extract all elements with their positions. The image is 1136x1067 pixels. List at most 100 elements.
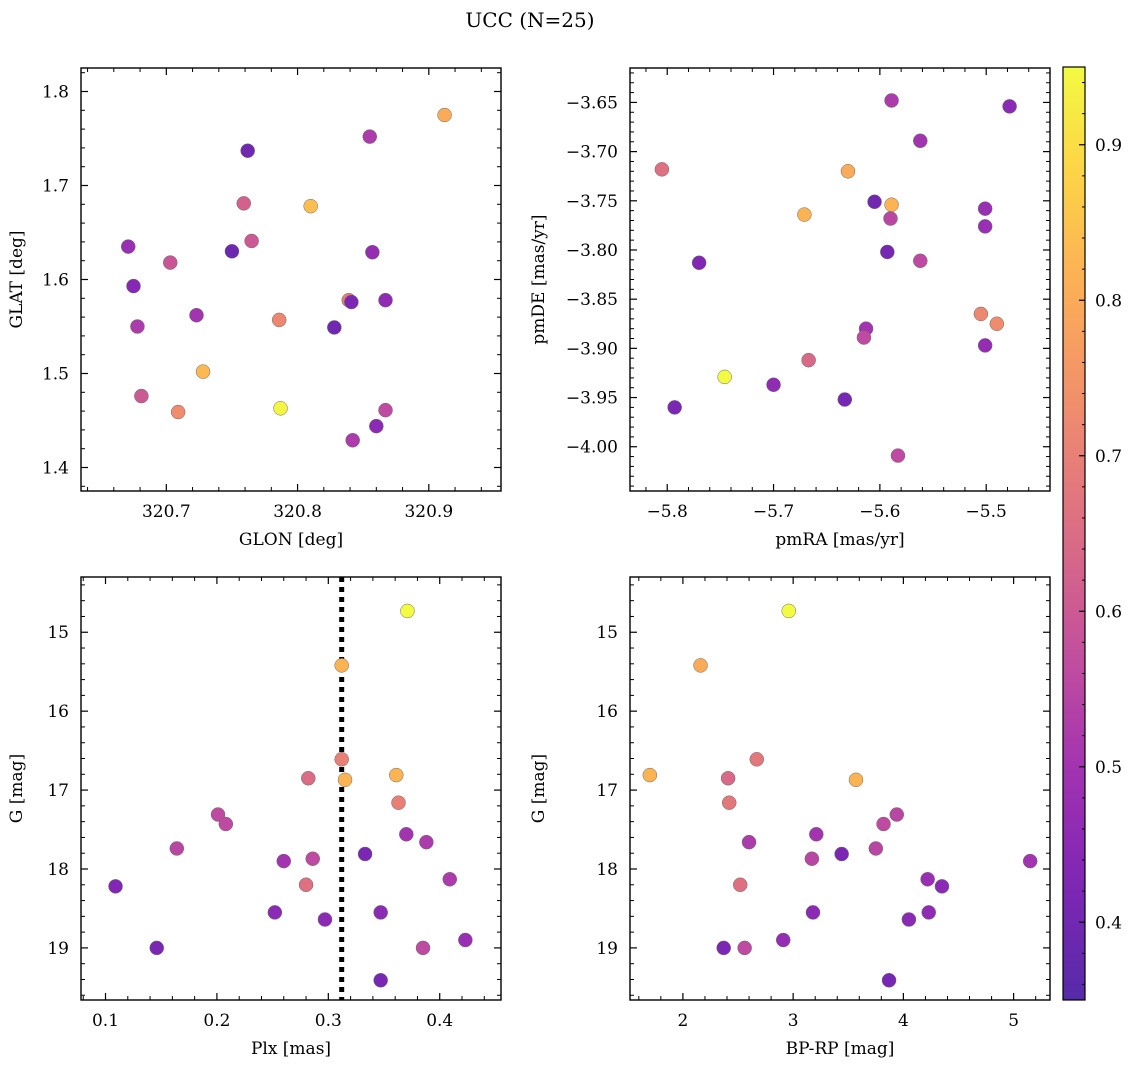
data-point bbox=[741, 834, 757, 850]
data-point bbox=[884, 93, 899, 108]
y-tick-label: −3.80 bbox=[566, 241, 618, 261]
data-point bbox=[883, 211, 898, 226]
data-point bbox=[218, 816, 234, 832]
x-axis-label: pmRA [mas/yr] bbox=[775, 530, 904, 550]
data-point bbox=[389, 767, 404, 783]
y-axis-label: pmDE [mas/yr] bbox=[529, 214, 549, 344]
x-axis-label: BP-RP [mag] bbox=[786, 1039, 895, 1059]
y-tick-label: 18 bbox=[596, 860, 618, 880]
x-tick-label: 320.9 bbox=[404, 502, 453, 522]
y-tick-label: −3.75 bbox=[566, 192, 618, 212]
data-point bbox=[373, 905, 388, 920]
data-point bbox=[378, 402, 393, 418]
colorbar-tick-label: 0.5 bbox=[1095, 758, 1122, 778]
scatter-panel-4: 2 3 4 5 15 16 17 18 19 BP-RP [mag] G [mag] bbox=[529, 576, 1051, 1059]
scatter-panel-3: 0.1 0.2 0.3 0.4 15 16 17 18 19 Plx [mas] G [mag] bbox=[7, 576, 502, 1059]
x-tick-label: −5.8 bbox=[647, 502, 688, 522]
y-tick-label: 1.4 bbox=[42, 459, 69, 479]
data-point bbox=[775, 932, 791, 948]
data-point bbox=[721, 795, 737, 810]
data-point bbox=[934, 879, 950, 894]
x-tick-label: 0.3 bbox=[315, 1011, 342, 1031]
data-point bbox=[737, 940, 752, 956]
data-point bbox=[419, 834, 434, 850]
data-point bbox=[337, 772, 353, 788]
data-point bbox=[913, 133, 928, 149]
data-point bbox=[880, 244, 895, 260]
x-tick-label: 5 bbox=[1008, 1011, 1019, 1031]
data-point bbox=[369, 418, 384, 434]
y-tick-label: −3.90 bbox=[566, 339, 618, 359]
colorbar: 0.4 0.5 0.6 0.7 0.8 0.9 bbox=[1062, 66, 1122, 1001]
axes-frame bbox=[629, 67, 1051, 492]
data-point bbox=[667, 400, 682, 415]
colorbar-tick-label: 0.4 bbox=[1095, 913, 1122, 933]
data-point bbox=[437, 107, 452, 123]
data-point bbox=[921, 905, 936, 920]
colorbar-bar bbox=[1062, 66, 1086, 1001]
data-point bbox=[889, 807, 905, 822]
y-tick-label: −3.70 bbox=[566, 143, 618, 163]
data-point bbox=[749, 752, 765, 767]
x-tick-label: 0.2 bbox=[203, 1011, 230, 1031]
y-tick-label: 17 bbox=[596, 781, 618, 801]
data-point bbox=[244, 233, 259, 249]
data-point bbox=[327, 320, 342, 335]
data-point bbox=[169, 841, 185, 856]
y-tick-label: 17 bbox=[47, 781, 69, 801]
data-point bbox=[210, 807, 226, 822]
data-point bbox=[868, 841, 884, 856]
data-point bbox=[805, 905, 821, 920]
y-axis-label: G [mag] bbox=[529, 754, 549, 823]
data-point bbox=[901, 912, 917, 927]
data-point bbox=[224, 244, 240, 259]
data-point bbox=[273, 401, 288, 416]
data-point bbox=[357, 846, 373, 862]
data-point bbox=[344, 294, 359, 310]
data-point bbox=[126, 278, 141, 294]
data-point bbox=[271, 312, 287, 328]
data-point bbox=[134, 388, 149, 404]
data-point bbox=[977, 219, 993, 234]
data-point bbox=[1022, 853, 1038, 869]
y-tick-label: 1.6 bbox=[42, 271, 69, 291]
data-point bbox=[301, 770, 316, 786]
data-point bbox=[840, 164, 856, 179]
data-point bbox=[415, 940, 431, 956]
y-tick-label: 15 bbox=[47, 623, 69, 643]
colorbar-tick-label: 0.7 bbox=[1095, 447, 1122, 467]
data-point bbox=[458, 932, 473, 948]
axes-frame bbox=[80, 576, 502, 1001]
data-point bbox=[345, 432, 360, 448]
colorbar-tick-label: 0.6 bbox=[1095, 602, 1122, 622]
y-tick-label: 16 bbox=[47, 702, 69, 722]
x-tick-label: −5.7 bbox=[753, 502, 794, 522]
data-point bbox=[1002, 99, 1017, 114]
data-point bbox=[920, 872, 935, 887]
data-point bbox=[378, 292, 393, 308]
data-point bbox=[797, 207, 812, 222]
axes-frame bbox=[80, 67, 502, 492]
y-tick-label: −4.00 bbox=[566, 438, 618, 458]
data-point bbox=[977, 201, 993, 216]
x-tick-label: 320.8 bbox=[273, 502, 322, 522]
data-point bbox=[642, 767, 658, 783]
data-point bbox=[716, 940, 731, 956]
data-point bbox=[876, 816, 891, 832]
data-point bbox=[804, 851, 820, 866]
y-tick-label: −3.95 bbox=[566, 389, 618, 409]
figure-title: UCC (N=25) bbox=[465, 8, 594, 32]
axes-frame bbox=[629, 576, 1051, 1001]
scatter-panel-1: 320.7 320.8 320.9 1.4 1.5 1.6 1.7 1.8 GLON [deg]… bbox=[7, 67, 502, 550]
data-point bbox=[801, 352, 816, 368]
x-tick-label: 0.4 bbox=[426, 1011, 453, 1031]
data-point bbox=[973, 306, 989, 322]
y-tick-label: 1.7 bbox=[42, 177, 69, 197]
data-point bbox=[989, 316, 1005, 332]
data-point bbox=[399, 827, 414, 842]
x-tick-label: 0.1 bbox=[92, 1011, 119, 1031]
data-point bbox=[276, 853, 292, 869]
data-point bbox=[365, 244, 380, 260]
